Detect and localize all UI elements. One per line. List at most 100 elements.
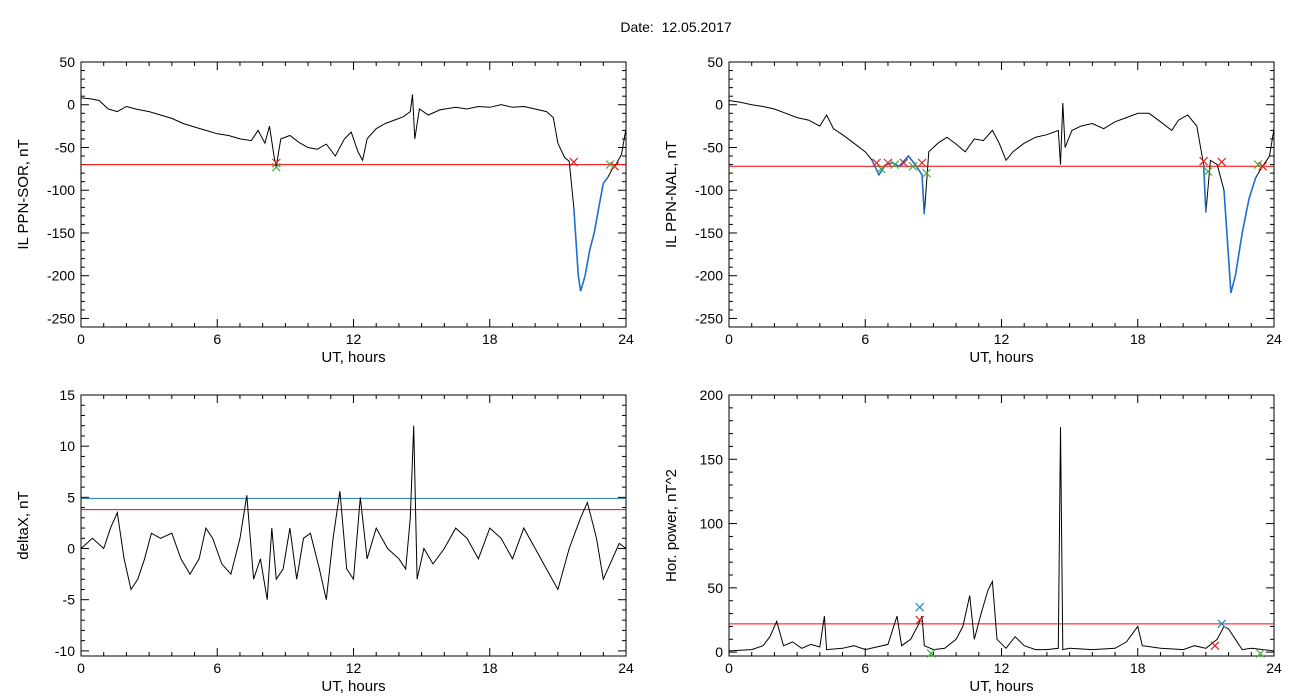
event-marker: [1255, 649, 1265, 658]
data-trace: [728, 100, 1275, 293]
event-segment: [1223, 177, 1257, 294]
plot-frame: [80, 61, 627, 328]
event-marker: [1217, 157, 1227, 167]
data-trace: [728, 427, 1275, 652]
marker-stroke: [610, 161, 620, 171]
date-value: 12.05.2017: [661, 19, 732, 35]
plot-frame: [728, 61, 1275, 328]
plot-frame: [728, 394, 1275, 657]
x-axis-label: UT, hours: [969, 678, 1033, 695]
event-marker: [908, 161, 918, 171]
marker-stroke: [1217, 157, 1227, 167]
marker-stroke: [926, 649, 936, 658]
y-tick-label: -5: [63, 592, 76, 608]
y-axis-label: Hor. power, nT^2: [663, 469, 680, 582]
y-axis-label: IL PPN-NAL, nT: [663, 141, 680, 248]
marker-stroke: [1210, 641, 1220, 651]
marker-stroke: [890, 160, 900, 170]
x-tick-label: 24: [1266, 331, 1282, 347]
marker-stroke: [1253, 160, 1263, 170]
event-marker: [271, 158, 281, 168]
marker-stroke: [872, 158, 882, 168]
event-segment: [1202, 164, 1207, 213]
y-tick-label: 15: [59, 387, 75, 403]
y-tick-label: 0: [67, 97, 75, 113]
plot-frame: [80, 394, 627, 657]
event-marker: [1253, 160, 1263, 170]
x-tick-label: 24: [1266, 660, 1282, 676]
x-tick-label: 6: [213, 331, 221, 347]
event-marker: [922, 168, 931, 178]
marker-stroke: [1258, 161, 1268, 171]
y-tick-label: -150: [47, 225, 75, 241]
x-tick-label: 6: [861, 331, 869, 347]
x-tick-label: 0: [725, 331, 733, 347]
y-tick-label: -200: [695, 268, 723, 284]
y-tick-label: 50: [59, 54, 75, 70]
y-tick-label: 150: [700, 451, 724, 467]
y-tick-label: -10: [55, 643, 75, 659]
x-tick-label: 24: [618, 331, 634, 347]
x-tick-label: 24: [618, 660, 634, 676]
marker-stroke: [915, 615, 925, 625]
marker-stroke: [899, 158, 909, 168]
y-tick-label: -100: [47, 182, 75, 198]
marker-stroke: [922, 168, 931, 178]
x-tick-label: 12: [994, 660, 1010, 676]
marker-stroke: [1217, 619, 1227, 629]
event-marker: [883, 158, 893, 168]
event-segment: [871, 154, 926, 215]
y-tick-label: -250: [695, 310, 723, 326]
marker-stroke: [883, 158, 893, 168]
x-tick-label: 18: [482, 331, 498, 347]
chart-date-header: Date: 12.05.2017: [0, 19, 1300, 35]
event-marker: [610, 161, 620, 171]
event-segment: [573, 176, 609, 292]
x-axis-label: UT, hours: [969, 349, 1033, 366]
plot-sor: 0 6 12 18 24 -250 -200 -150 -100 -50 0 50 UT, hours I…: [15, 54, 634, 366]
y-tick-label: 0: [715, 97, 723, 113]
event-marker: [1258, 161, 1268, 171]
y-tick-label: 200: [700, 387, 724, 403]
x-axis-label: UT, hours: [321, 349, 385, 366]
marker-stroke: [1199, 156, 1209, 166]
x-tick-label: 18: [482, 660, 498, 676]
y-tick-label: 10: [59, 438, 75, 454]
y-tick-label: -150: [695, 225, 723, 241]
event-marker: [271, 162, 281, 172]
x-tick-label: 18: [1130, 660, 1146, 676]
y-axis-label: deltaX, nT: [15, 491, 32, 559]
y-tick-label: 100: [700, 516, 724, 532]
y-tick-label: 0: [67, 541, 75, 557]
date-label: Date:: [620, 19, 654, 35]
x-tick-label: 18: [1130, 331, 1146, 347]
event-marker: [1199, 156, 1209, 166]
marker-stroke: [271, 162, 281, 172]
event-marker: [917, 158, 927, 168]
plot-deltax: 0 6 12 18 24 -10 -5 0 5 10 15 UT, hours deltaX, nT: [15, 387, 634, 695]
event-marker: [1203, 166, 1213, 176]
marker-stroke: [605, 160, 615, 170]
marker-stroke: [908, 161, 918, 171]
marker-stroke: [271, 158, 281, 168]
x-tick-label: 12: [346, 331, 362, 347]
x-tick-label: 0: [77, 660, 85, 676]
y-tick-label: -250: [47, 310, 75, 326]
marker-stroke: [917, 158, 927, 168]
x-tick-label: 12: [346, 660, 362, 676]
marker-stroke: [915, 602, 925, 612]
marker-stroke: [569, 157, 579, 167]
event-marker: [872, 158, 882, 168]
event-marker: [915, 615, 925, 625]
y-tick-label: 50: [707, 54, 723, 70]
event-marker: [890, 160, 900, 170]
x-tick-label: 12: [994, 331, 1010, 347]
event-marker: [1210, 641, 1220, 651]
x-axis-label: UT, hours: [321, 678, 385, 695]
y-tick-label: -50: [703, 139, 723, 155]
event-marker: [1217, 619, 1227, 629]
plot-nal: 0 6 12 18 24 -250 -200 -150 -100 -50 0 50 UT, hours I…: [663, 54, 1282, 366]
event-marker: [899, 158, 909, 168]
marker-stroke: [1203, 166, 1213, 176]
